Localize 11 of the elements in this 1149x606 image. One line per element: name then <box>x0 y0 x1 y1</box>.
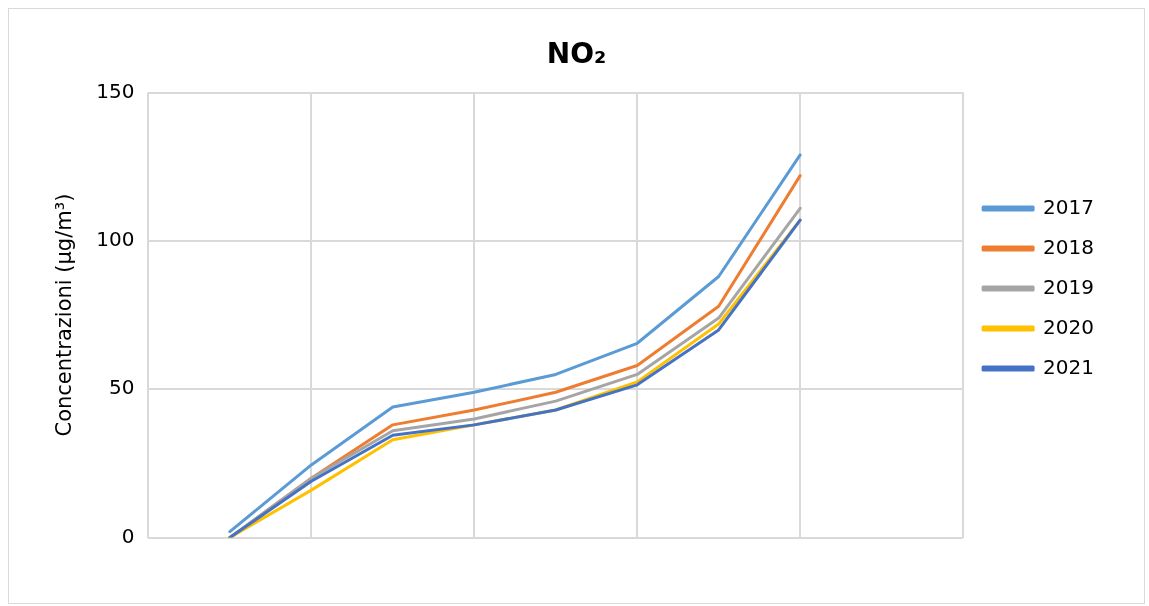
legend-label: 2019 <box>1043 274 1095 299</box>
legend-label: 2018 <box>1043 234 1095 259</box>
y-tick-label: 100 <box>96 227 135 252</box>
y-axis-title: Concentrazioni (µg/m³) <box>52 193 77 437</box>
legend-label: 2020 <box>1043 314 1095 339</box>
y-tick-label: 150 <box>96 78 135 103</box>
y-tick-label: 50 <box>108 375 135 400</box>
chart-title: NO₂ <box>546 37 607 71</box>
legend-label: 2017 <box>1043 194 1095 219</box>
legend-label: 2021 <box>1043 354 1095 379</box>
y-tick-label: 0 <box>121 523 135 548</box>
